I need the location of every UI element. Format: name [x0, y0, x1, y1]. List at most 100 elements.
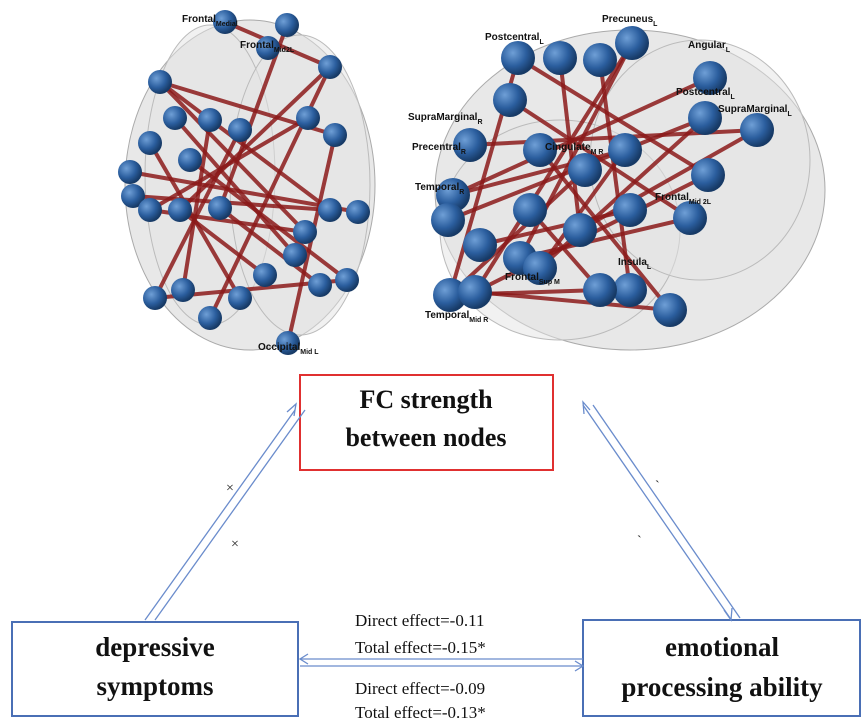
- node: [335, 268, 359, 292]
- node: [253, 263, 277, 287]
- node: [198, 108, 222, 132]
- effect-text: Total effect=-0.13*: [355, 703, 486, 720]
- outcome-text: emotional: [665, 632, 779, 662]
- brain-label-name: Postcentral: [485, 32, 540, 43]
- node: [293, 220, 317, 244]
- brain-label-name: Frontal: [240, 40, 274, 51]
- node: [568, 153, 602, 187]
- node: [318, 55, 342, 79]
- arrow-b: [583, 405, 730, 618]
- node: [346, 200, 370, 224]
- node: [688, 101, 722, 135]
- node: [583, 273, 617, 307]
- brain-label-sub: M R: [591, 149, 604, 156]
- brain-label-sub: Mid 2L: [689, 199, 712, 206]
- brain-label-name: Frontal: [182, 14, 216, 25]
- brain-label-sub: Medial: [216, 21, 238, 28]
- brain-label: TemporalMid R: [425, 310, 488, 324]
- node: [318, 198, 342, 222]
- path-mark: ×: [226, 481, 234, 496]
- effect-text: Total effect=-0.15*: [355, 638, 486, 657]
- node: [148, 70, 172, 94]
- node: [296, 106, 320, 130]
- path-mark: ×: [231, 537, 239, 552]
- path-mark: `: [655, 479, 660, 494]
- brain-label-sub: R: [477, 119, 482, 126]
- node: [583, 43, 617, 77]
- mediator-text: FC strength: [359, 385, 493, 414]
- brain-label-sub: L: [653, 21, 658, 28]
- brain-label-name: Cingulate: [545, 142, 591, 153]
- diagram: FrontalMedialFrontalMid2LOccipitalMid LP…: [0, 0, 865, 720]
- brain-label-name: Temporal: [425, 310, 469, 321]
- node: [608, 133, 642, 167]
- node: [691, 158, 725, 192]
- brain-label-sub: R: [461, 149, 466, 156]
- brain-label-sub: L: [730, 94, 735, 101]
- outcome-text: processing ability: [621, 672, 823, 702]
- brain-label-name: SupraMarginal: [408, 112, 478, 123]
- brain-label-sub: L: [787, 111, 792, 118]
- predictor-text: depressive: [95, 632, 215, 662]
- arrow-a: [155, 410, 305, 620]
- node: [118, 160, 142, 184]
- node: [543, 41, 577, 75]
- brain-label-name: Occipital: [258, 342, 300, 353]
- node: [613, 193, 647, 227]
- node: [275, 13, 299, 37]
- brain-label-name: Postcentral: [676, 87, 731, 98]
- node: [168, 198, 192, 222]
- brain-label-name: Precuneus: [602, 14, 654, 25]
- effect-text: Direct effect=-0.09: [355, 679, 485, 698]
- brain-label-sub: R: [459, 189, 464, 196]
- node: [208, 196, 232, 220]
- brain-label-name: SupraMarginal: [718, 104, 788, 115]
- node: [615, 26, 649, 60]
- arrow-a: [145, 410, 295, 620]
- brain-label-name: Insula: [618, 257, 647, 268]
- node: [198, 306, 222, 330]
- node: [308, 273, 332, 297]
- brain-label-sub: Mid2L: [274, 47, 295, 54]
- path-mark: `: [637, 534, 642, 549]
- node: [178, 148, 202, 172]
- brain-label-sub: Mid L: [300, 349, 319, 356]
- brain-label-sub: Sup M: [539, 279, 560, 286]
- brain-label-name: Frontal: [505, 272, 539, 283]
- brain-label-name: Angular: [688, 40, 726, 51]
- brain-label-name: Precentral: [412, 142, 461, 153]
- effect-text: Direct effect=-0.11: [355, 611, 484, 630]
- brain-label-sub: L: [647, 264, 652, 271]
- node: [653, 293, 687, 327]
- node: [228, 286, 252, 310]
- node: [163, 106, 187, 130]
- arrow-b: [593, 405, 740, 618]
- node: [673, 201, 707, 235]
- brain-label-sub: L: [726, 47, 731, 54]
- brain-label-sub: Mid R: [469, 317, 488, 324]
- node: [323, 123, 347, 147]
- node: [493, 83, 527, 117]
- brain-label-name: Frontal: [655, 192, 689, 203]
- mediator-text: between nodes: [345, 423, 506, 452]
- node: [283, 243, 307, 267]
- node: [513, 193, 547, 227]
- brain-label: PrecuneusL: [602, 14, 658, 28]
- node: [138, 198, 162, 222]
- node: [613, 273, 647, 307]
- node: [171, 278, 195, 302]
- brain-label-name: Temporal: [415, 182, 459, 193]
- brain-label-sub: L: [539, 39, 544, 46]
- arrowhead: [583, 402, 590, 414]
- node: [228, 118, 252, 142]
- figure: FrontalMedialFrontalMid2LOccipitalMid LP…: [0, 0, 865, 720]
- node: [143, 286, 167, 310]
- node: [501, 41, 535, 75]
- node: [463, 228, 497, 262]
- node: [431, 203, 465, 237]
- predictor-text: symptoms: [96, 671, 213, 701]
- node: [138, 131, 162, 155]
- node: [563, 213, 597, 247]
- node: [458, 275, 492, 309]
- node: [740, 113, 774, 147]
